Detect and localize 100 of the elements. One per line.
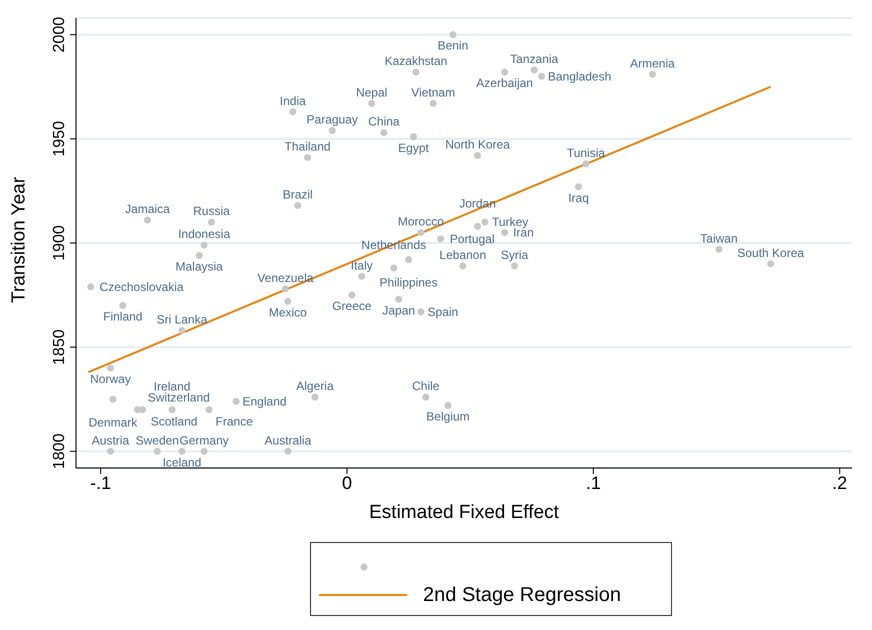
point — [232, 398, 240, 405]
point — [582, 160, 590, 168]
point — [422, 394, 430, 401]
point — [154, 448, 161, 455]
point — [417, 229, 424, 236]
legend-label: 2nd Stage Regression — [423, 584, 621, 606]
x-tick-label: 0 — [342, 472, 352, 493]
point — [284, 298, 292, 305]
point — [200, 242, 208, 249]
point — [412, 68, 420, 76]
annotation: Scotland — [150, 414, 198, 429]
annotation: Italy — [350, 258, 373, 272]
x-axis-title: Estimated Fixed Effect — [369, 502, 560, 523]
annotation: Greece — [332, 299, 372, 314]
y-axis-title: Transition Year — [8, 176, 30, 303]
annotation: Spain — [428, 304, 458, 319]
point — [139, 406, 146, 414]
point — [304, 154, 312, 162]
point — [405, 256, 412, 264]
annotation: Azerbaijan — [476, 76, 533, 90]
point — [501, 229, 508, 236]
point — [444, 402, 452, 409]
point — [348, 292, 356, 299]
annotation: Bangladesh — [548, 69, 612, 84]
point — [511, 262, 518, 270]
point — [417, 308, 424, 316]
point — [144, 216, 151, 224]
point — [119, 302, 126, 309]
annotation: Thailand — [284, 140, 331, 154]
x-tick-label: .2 — [832, 472, 848, 493]
point — [481, 218, 488, 226]
point — [178, 448, 186, 455]
annotation: Norway — [90, 372, 131, 386]
annotation: Belgium — [426, 410, 470, 424]
annotation: Malaysia — [175, 260, 224, 274]
point — [449, 31, 456, 38]
annotation: Paraguay — [306, 112, 358, 126]
annotation: Vietnam — [411, 85, 456, 100]
y-tick-label: 1900 — [51, 225, 68, 261]
point — [294, 202, 302, 209]
annotation: Finland — [103, 310, 142, 324]
point — [328, 127, 336, 134]
point — [648, 70, 656, 78]
annotation: Egypt — [398, 140, 430, 155]
point — [289, 108, 296, 116]
point — [87, 283, 94, 290]
y-tick-label: 2000 — [51, 16, 68, 52]
annotation: Iraq — [568, 190, 589, 205]
annotation: Tunisia — [566, 146, 606, 160]
annotation: Portugal — [450, 232, 495, 246]
point — [390, 264, 398, 272]
annotation: Mexico — [268, 305, 308, 320]
annotation: Kazakhstan — [384, 54, 448, 68]
annotation: France — [216, 414, 254, 429]
point — [380, 129, 388, 136]
point — [410, 133, 417, 140]
point — [196, 252, 203, 259]
point — [282, 285, 289, 292]
annotation: Austria — [92, 433, 130, 448]
annotation: Sweden — [136, 433, 179, 448]
annotation: Sri Lanka — [156, 312, 208, 326]
point — [200, 448, 208, 455]
x-tick-label: .1 — [586, 472, 601, 493]
annotation: Taiwan — [700, 231, 738, 246]
annotation: Benin — [438, 38, 468, 53]
annotation: Morocco — [398, 214, 444, 229]
annotation: South Korea — [737, 246, 804, 260]
point — [575, 183, 582, 190]
point — [715, 246, 722, 253]
point — [106, 448, 114, 455]
annotation: Brazil — [282, 188, 313, 202]
point — [358, 272, 366, 280]
point — [437, 235, 444, 242]
annotation: Chile — [412, 379, 440, 394]
point — [459, 262, 466, 270]
point — [430, 100, 437, 107]
point — [501, 68, 508, 76]
annotation: Lebanon — [439, 248, 486, 262]
point — [474, 152, 482, 159]
annotation: Russia — [193, 204, 230, 218]
annotation: India — [280, 94, 306, 108]
y-tick-label: 1950 — [51, 120, 68, 157]
point — [178, 327, 186, 334]
point — [368, 100, 376, 107]
annotation: Australia — [264, 433, 312, 448]
annotation: North Korea — [445, 138, 510, 152]
point — [208, 218, 215, 226]
annotation: Indonesia — [178, 227, 230, 242]
annotation: Syria — [500, 248, 528, 262]
annotation: Japan — [382, 303, 416, 318]
annotation: Germany — [179, 433, 229, 448]
point — [109, 396, 116, 403]
annotation: Denmark — [88, 415, 138, 430]
annotation: Philippines — [380, 276, 438, 290]
annotation: Iceland — [162, 455, 202, 470]
point — [106, 364, 114, 372]
point — [206, 406, 213, 414]
point — [311, 394, 318, 401]
annotation: Algeria — [296, 379, 334, 394]
annotation: Venezuela — [257, 270, 314, 285]
